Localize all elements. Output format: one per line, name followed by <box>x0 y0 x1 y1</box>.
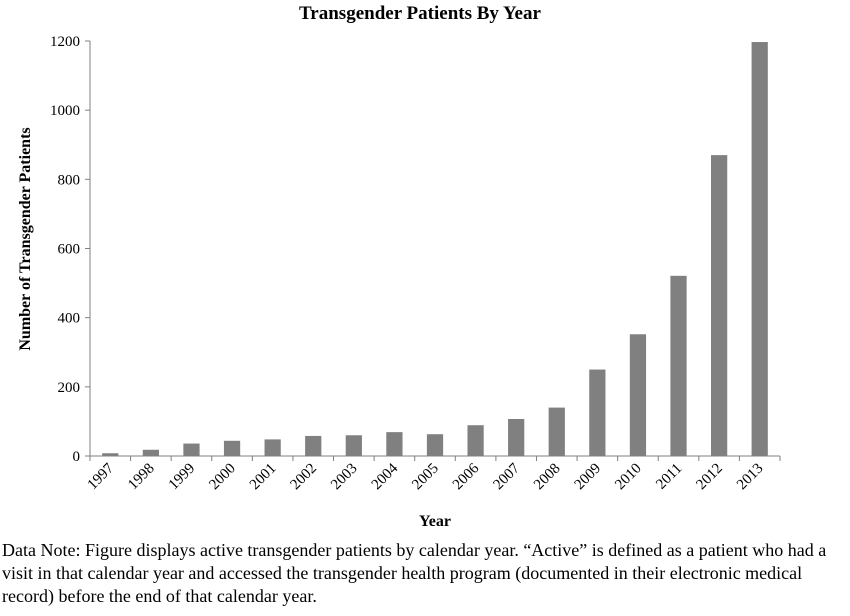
y-tick-label: 0 <box>73 449 81 465</box>
bar-2001 <box>264 439 281 456</box>
x-tick-label-2009: 2009 <box>572 461 605 494</box>
bar-1999 <box>183 443 200 456</box>
x-tick-label-2006: 2006 <box>450 460 483 493</box>
bar-2008 <box>548 407 565 456</box>
x-tick-label-2000: 2000 <box>206 461 239 494</box>
x-tick-label-2001: 2001 <box>247 461 280 494</box>
x-tick-label-2002: 2002 <box>288 461 321 494</box>
x-tick-label-2010: 2010 <box>612 461 645 494</box>
x-tick-label-2003: 2003 <box>328 461 361 494</box>
x-tick-label-2005: 2005 <box>409 461 442 494</box>
y-tick-label: 200 <box>58 380 81 396</box>
x-tick-label-1998: 1998 <box>125 461 158 494</box>
bar-2012 <box>711 155 728 456</box>
chart-title: Transgender Patients By Year <box>299 3 541 24</box>
y-tick-label: 1000 <box>50 103 80 119</box>
x-tick-label-1997: 1997 <box>85 460 118 493</box>
bar-2013 <box>751 42 768 456</box>
y-tick-label: 1200 <box>50 34 80 50</box>
bar-2000 <box>223 440 241 456</box>
data-note: Data Note: Figure displays active transg… <box>2 540 827 606</box>
x-tick-label-1999: 1999 <box>166 461 199 494</box>
bar-2003 <box>345 435 362 456</box>
bar-2007 <box>508 418 525 456</box>
bar-2004 <box>386 432 403 456</box>
y-tick-label: 800 <box>58 172 81 188</box>
bar-chart: Transgender Patients By Year Number of T… <box>17 3 781 530</box>
x-tick-label-2012: 2012 <box>693 461 726 494</box>
y-tick-label: 600 <box>58 242 81 258</box>
y-tick-label: 400 <box>58 311 81 327</box>
bar-2011 <box>670 275 687 456</box>
y-axis-label: Number of Transgender Patients <box>17 127 34 350</box>
bar-2006 <box>467 425 484 456</box>
x-tick-label-2013: 2013 <box>734 461 767 494</box>
bar-1998 <box>142 449 159 456</box>
x-axis-label: Year <box>419 513 451 530</box>
bar-1997 <box>102 453 119 456</box>
x-tick-label-2004: 2004 <box>369 460 402 493</box>
x-tick-label-2007: 2007 <box>490 460 523 493</box>
bar-2010 <box>629 334 647 456</box>
x-tick-label-2011: 2011 <box>653 461 685 493</box>
bar-2005 <box>426 434 444 456</box>
x-tick-label-2008: 2008 <box>531 461 564 494</box>
bar-2002 <box>305 435 322 456</box>
bar-2009 <box>589 369 606 456</box>
